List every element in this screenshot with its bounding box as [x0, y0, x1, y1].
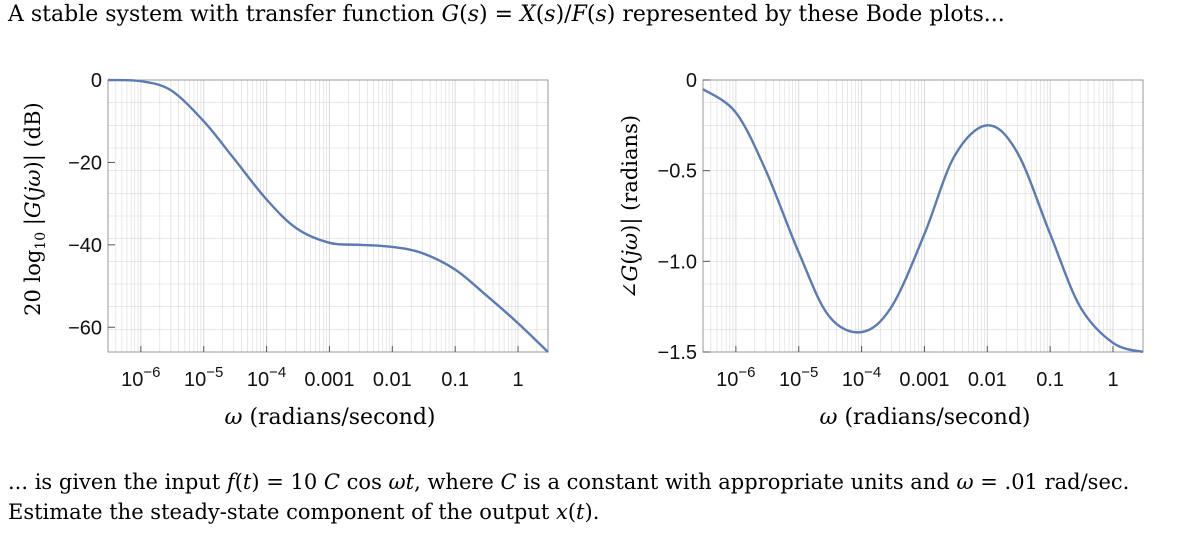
- series-line: [107, 78, 549, 353]
- x-tick-label: 0.01: [968, 369, 1007, 391]
- x-tick-label: 10−5: [779, 364, 818, 391]
- x-tick-label: 0.001: [304, 369, 354, 391]
- magnitude-xlabel: ω (radians/second): [224, 405, 436, 430]
- x-tick-label: 10−6: [121, 364, 160, 391]
- x-tick-label: 10−4: [247, 364, 286, 391]
- intro-text: A stable system with transfer function G…: [8, 2, 1005, 27]
- magnitude-plot: 0 −20 −40 −60 10−6 10−5 10−4 0.001 0.01 0.1 1: [68, 60, 570, 440]
- y-tick-label: −1.5: [658, 342, 697, 364]
- phase-plot: 0 −0.5 −1.0 −1.5 10−6 10−5 10−4 0.001 0.01 0.1 1: [658, 60, 1165, 440]
- question-line-1: ... is given the input f(t) = 10 C cos ω…: [8, 470, 1130, 494]
- series-line: [702, 88, 1144, 354]
- y-tick-label: −60: [68, 317, 102, 339]
- y-tick-label: −0.5: [658, 161, 697, 183]
- x-tick-label: 10−5: [184, 364, 223, 391]
- x-tick-label: 0.1: [1036, 369, 1064, 391]
- x-tick-label: 0.001: [899, 369, 949, 391]
- plot-frame: [107, 79, 549, 353]
- question-line-2: Estimate the steady-state component of t…: [8, 500, 600, 524]
- x-tick-label: 10−6: [716, 364, 755, 391]
- phase-xlabel: ω (radians/second): [819, 405, 1031, 430]
- x-tick-label: 0.1: [441, 369, 469, 391]
- y-tick-label: −1.0: [658, 251, 697, 273]
- phase-ylabel: ∠G(jω)| (radians): [618, 114, 642, 300]
- x-tick-label: 1: [512, 369, 523, 391]
- magnitude-ylabel: 20 log10 |G(jω)| (dB): [20, 102, 50, 316]
- y-tick-label: −20: [68, 152, 102, 174]
- x-tick-label: 10−4: [842, 364, 881, 391]
- plot-frame: [702, 79, 1144, 353]
- y-tick-label: 0: [91, 70, 102, 92]
- x-tick-label: 1: [1107, 369, 1118, 391]
- y-tick-label: −40: [68, 235, 102, 257]
- x-tick-label: 0.01: [373, 369, 412, 391]
- y-tick-label: 0: [686, 70, 697, 92]
